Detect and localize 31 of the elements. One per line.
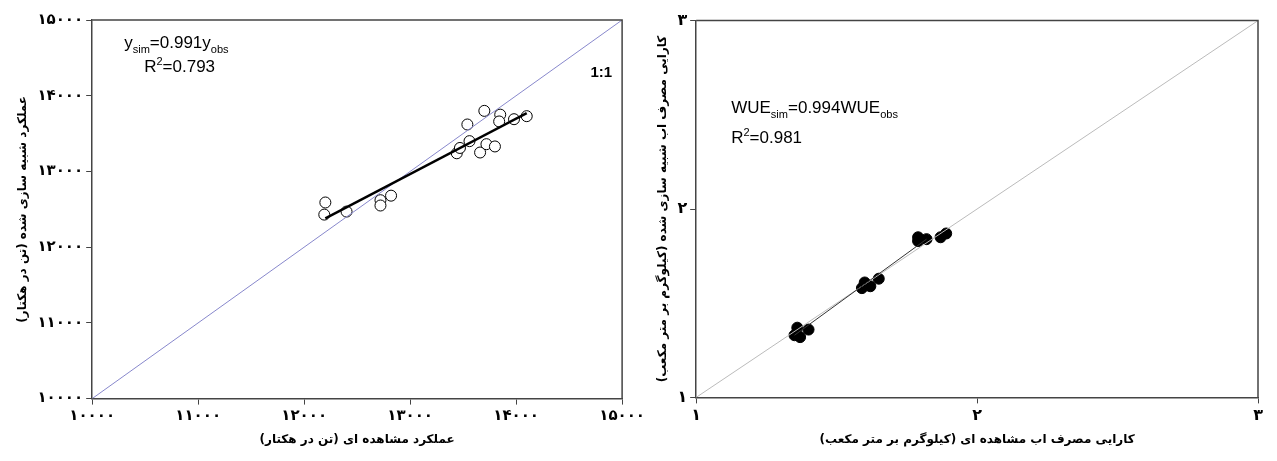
y-tick-label: ۱۰۰۰۰ [37, 388, 84, 407]
x-tick-label: ۱۵۰۰۰ [599, 406, 645, 425]
x-tick-label: ۲ [972, 405, 983, 425]
y-tick-label: ۱۵۰۰۰ [37, 9, 84, 28]
point [461, 118, 474, 131]
annotation: 1:1 [590, 63, 613, 80]
point [374, 199, 387, 212]
x-tick-label: ۱۰۰۰۰ [69, 406, 116, 425]
point [488, 140, 501, 153]
x-tick-label: ۱ [691, 405, 702, 425]
y-tick-label: ۱۴۰۰۰ [37, 85, 84, 104]
x-tick-label: ۱۴۰۰۰ [493, 406, 540, 425]
y-axis-title: عملکرد شبیه سازی شده (تن در هکتار) [15, 95, 30, 323]
x-tick-label: ۱۳۰۰۰ [387, 406, 434, 425]
y-tick-label: ۱۲۰۰۰ [37, 237, 84, 256]
y-axis-title: کارایی مصرف اب شبیه سازی شده (کیلوگرم بر متر مکعب) [655, 35, 671, 383]
point [319, 196, 332, 209]
x-tick-label: ۱۲۰۰۰ [281, 406, 328, 425]
x-axis-title: کارایی مصرف اب مشاهده ای (کیلوگرم بر متر مکعب) [819, 431, 1135, 447]
y-tick-label: ۱۳۰۰۰ [37, 161, 84, 180]
x-tick-label: ۳ [1253, 405, 1264, 425]
y-tick-label: ۳ [677, 9, 688, 29]
y-tick-label: ۱۱۰۰۰ [37, 312, 84, 331]
x-tick-label: ۱۱۰۰۰ [175, 406, 222, 425]
y-tick-label: ۱ [677, 386, 688, 406]
point [478, 104, 491, 117]
x-axis-title: عملکرد مشاهده ای (تن در هکتار) [259, 431, 455, 446]
point [474, 146, 487, 159]
point [493, 115, 506, 128]
y-tick-label: ۲ [677, 198, 688, 218]
point [385, 189, 398, 202]
